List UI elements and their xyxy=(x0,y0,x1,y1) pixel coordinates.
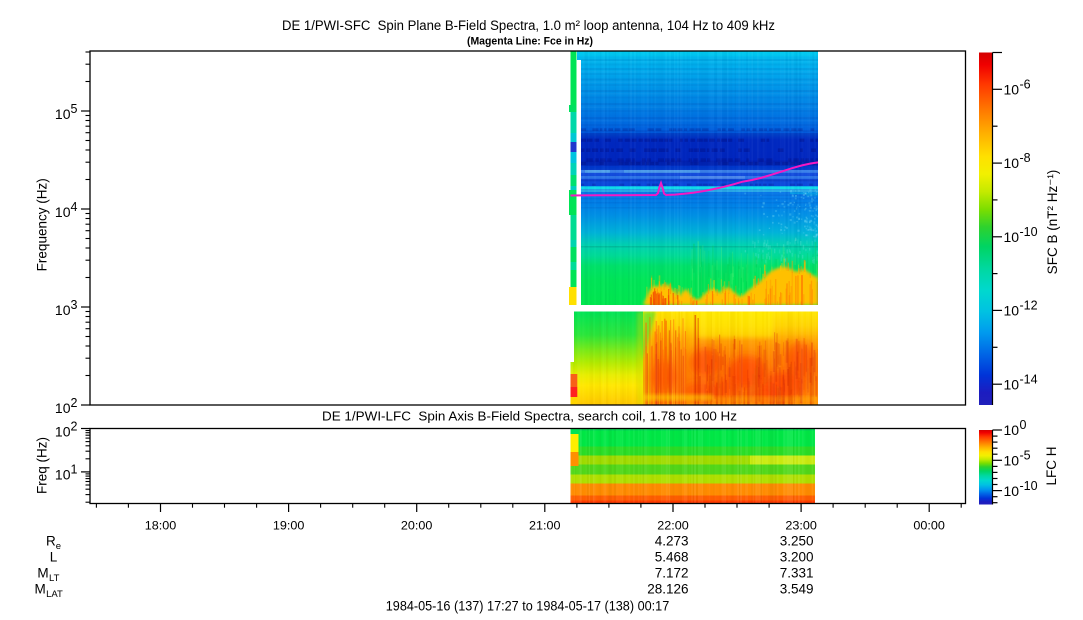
svg-text:1: 1 xyxy=(71,463,78,477)
svg-text:(Magenta Line: Fce in Hz): (Magenta Line: Fce in Hz) xyxy=(467,35,593,47)
svg-text:7.331: 7.331 xyxy=(780,566,814,581)
svg-text:3.549: 3.549 xyxy=(780,582,814,597)
svg-text:18:00: 18:00 xyxy=(145,518,177,532)
svg-text:LT: LT xyxy=(49,573,60,584)
svg-text:10: 10 xyxy=(1004,483,1020,499)
svg-text:Frequency (Hz): Frequency (Hz) xyxy=(35,178,50,271)
svg-text:10: 10 xyxy=(1004,422,1020,438)
svg-text:10: 10 xyxy=(1004,82,1020,98)
svg-text:10: 10 xyxy=(55,424,71,440)
svg-text:SFC B (nT² Hz⁻¹): SFC B (nT² Hz⁻¹) xyxy=(1045,170,1060,275)
svg-text:10: 10 xyxy=(1004,453,1020,469)
svg-text:21:00: 21:00 xyxy=(529,518,561,532)
svg-text:20:00: 20:00 xyxy=(401,518,433,532)
svg-text:28.126: 28.126 xyxy=(647,582,688,597)
svg-text:5.468: 5.468 xyxy=(655,550,689,565)
svg-text:22:00: 22:00 xyxy=(657,518,689,532)
svg-text:19:00: 19:00 xyxy=(273,518,305,532)
svg-text:-6: -6 xyxy=(1020,78,1031,92)
svg-text:L: L xyxy=(50,550,58,565)
svg-text:10: 10 xyxy=(55,204,71,220)
svg-text:LAT: LAT xyxy=(46,589,63,600)
svg-text:10: 10 xyxy=(1004,229,1020,245)
svg-text:10: 10 xyxy=(55,302,71,318)
svg-text:3.200: 3.200 xyxy=(780,550,814,565)
svg-text:0: 0 xyxy=(1020,418,1027,432)
svg-text:3.250: 3.250 xyxy=(780,534,814,549)
svg-text:-5: -5 xyxy=(1020,449,1031,463)
svg-text:M: M xyxy=(37,566,48,581)
svg-text:2: 2 xyxy=(71,419,78,433)
svg-text:10: 10 xyxy=(1004,155,1020,171)
svg-text:R: R xyxy=(46,534,56,549)
svg-text:1984-05-16 (137) 17:27 to 1984: 1984-05-16 (137) 17:27 to 1984-05-17 (13… xyxy=(386,599,670,614)
svg-text:10: 10 xyxy=(55,467,71,483)
svg-text:10: 10 xyxy=(55,106,71,122)
svg-text:10: 10 xyxy=(1004,303,1020,319)
svg-text:M: M xyxy=(35,582,46,597)
svg-text:00:00: 00:00 xyxy=(913,518,945,532)
svg-text:2: 2 xyxy=(71,396,78,410)
svg-text:-10: -10 xyxy=(1020,479,1038,493)
svg-text:-12: -12 xyxy=(1020,299,1038,313)
svg-text:7.172: 7.172 xyxy=(655,566,689,581)
svg-text:10: 10 xyxy=(55,400,71,416)
svg-text:-10: -10 xyxy=(1020,225,1038,239)
svg-text:-8: -8 xyxy=(1020,151,1031,165)
svg-text:23:00: 23:00 xyxy=(785,518,817,532)
svg-text:-14: -14 xyxy=(1020,372,1038,386)
svg-text:DE 1/PWI-LFC Spin Axis B-Fiel: DE 1/PWI-LFC Spin Axis B-Field Spectra, … xyxy=(322,409,737,423)
svg-text:DE 1/PWI-SFC Spin Plane B-Fie: DE 1/PWI-SFC Spin Plane B-Field Spectra,… xyxy=(282,18,775,33)
svg-text:3: 3 xyxy=(71,298,78,312)
svg-text:5: 5 xyxy=(71,102,78,116)
svg-text:4: 4 xyxy=(71,200,78,214)
svg-text:4.273: 4.273 xyxy=(655,534,689,549)
svg-text:e: e xyxy=(56,541,61,552)
svg-text:Freq (Hz): Freq (Hz) xyxy=(35,437,50,494)
svg-text:LFC H: LFC H xyxy=(1044,446,1059,485)
svg-text:10: 10 xyxy=(1004,376,1020,392)
